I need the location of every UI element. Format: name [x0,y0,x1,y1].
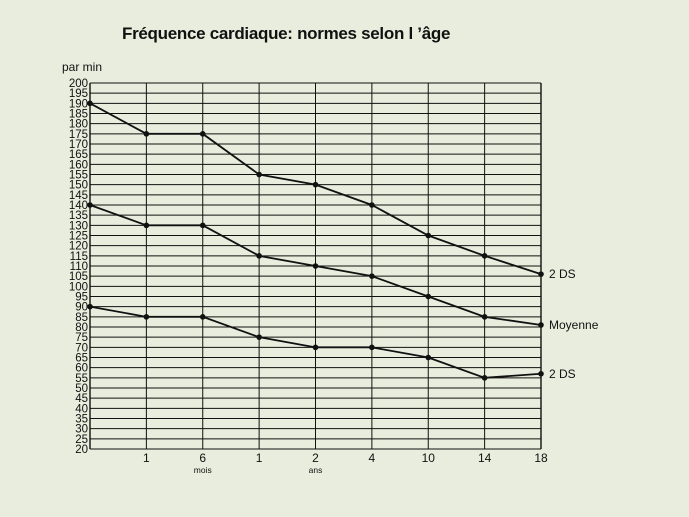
y-tick-label: 155 [69,170,88,182]
y-tick-label: 145 [69,190,88,202]
data-point [143,222,150,229]
y-tick-label: 180 [69,119,88,131]
data-point [538,322,544,328]
data-point [481,375,488,381]
y-axis-label: par min [62,60,102,74]
y-tick-label: 70 [75,342,88,354]
y-tick-label: 55 [75,373,88,385]
y-tick-label: 40 [75,403,88,415]
x-tick-label: 14 [478,451,492,465]
data-point [312,181,319,188]
x-tick-labels: 1 6 1 2 4 10 14 18 mois ans [143,451,548,475]
data-point [538,370,544,377]
x-tick-label: 4 [369,451,376,465]
y-tick-label: 45 [75,393,88,405]
y-tick-label: 115 [70,251,88,263]
data-point [87,303,93,310]
data-point [538,271,544,277]
y-tick-label: 60 [75,363,88,375]
y-tick-label: 80 [75,322,88,334]
data-point [199,314,206,320]
x-unit-label: mois [194,465,212,475]
y-tick-label: 165 [69,149,88,161]
y-tick-label: 135 [69,210,88,222]
data-point [256,171,262,178]
y-tick-label: 160 [69,159,88,171]
y-tick-label: 95 [75,292,88,304]
y-tick-label: 120 [69,241,88,253]
y-tick-labels: 2001951901851801751701651601551501451401… [69,78,88,456]
x-unit-label: ans [309,465,323,475]
x-tick-label: 6 [199,451,206,465]
y-tick-label: 75 [75,332,88,344]
data-point [425,293,432,300]
data-point [143,314,150,320]
y-tick-label: 25 [75,434,88,446]
data-point [87,202,93,208]
x-tick-label: 1 [256,451,263,465]
data-point [256,334,262,340]
x-tick-label: 10 [422,451,436,465]
y-tick-label: 100 [69,281,88,293]
y-tick-label: 35 [75,414,88,426]
y-tick-label: 85 [75,312,88,324]
series-label: 2 DS [549,367,576,381]
y-tick-label: 190 [69,98,88,110]
data-point [369,344,375,351]
data-point [312,263,319,269]
data-point [425,354,432,361]
y-tick-label: 170 [69,139,88,151]
data-point [87,100,93,107]
x-tick-label: 18 [534,451,548,465]
y-tick-label: 110 [70,261,88,273]
y-tick-label: 90 [75,302,88,314]
data-point [369,202,375,208]
grid [89,82,542,450]
data-point [199,222,206,229]
y-tick-label: 140 [69,200,88,212]
x-tick-label: 1 [143,451,150,465]
series-label: Moyenne [549,318,599,332]
y-tick-label: 30 [75,424,88,436]
chart-title: Fréquence cardiaque: normes selon l ’âge [122,24,451,43]
y-tick-label: 125 [69,231,88,243]
y-tick-label: 175 [69,129,88,141]
data-point [199,131,206,137]
y-tick-label: 50 [75,383,88,395]
series: 2 DS Moyenne 2 DS [87,100,599,381]
data-point [425,232,432,239]
x-tick-label: 2 [312,451,319,465]
data-point [369,273,375,279]
y-tick-label: 130 [69,220,88,232]
data-point [312,344,319,351]
y-tick-label: 200 [69,78,88,90]
data-point [481,253,488,259]
y-tick-label: 195 [69,88,88,100]
y-tick-label: 185 [69,109,88,121]
data-point [481,314,488,320]
y-tick-label: 20 [75,444,88,456]
data-point [143,131,150,137]
series-label: 2 DS [549,267,576,281]
y-tick-label: 65 [75,353,88,365]
data-point [256,253,262,259]
y-tick-label: 105 [69,271,88,283]
y-tick-label: 150 [69,180,88,192]
